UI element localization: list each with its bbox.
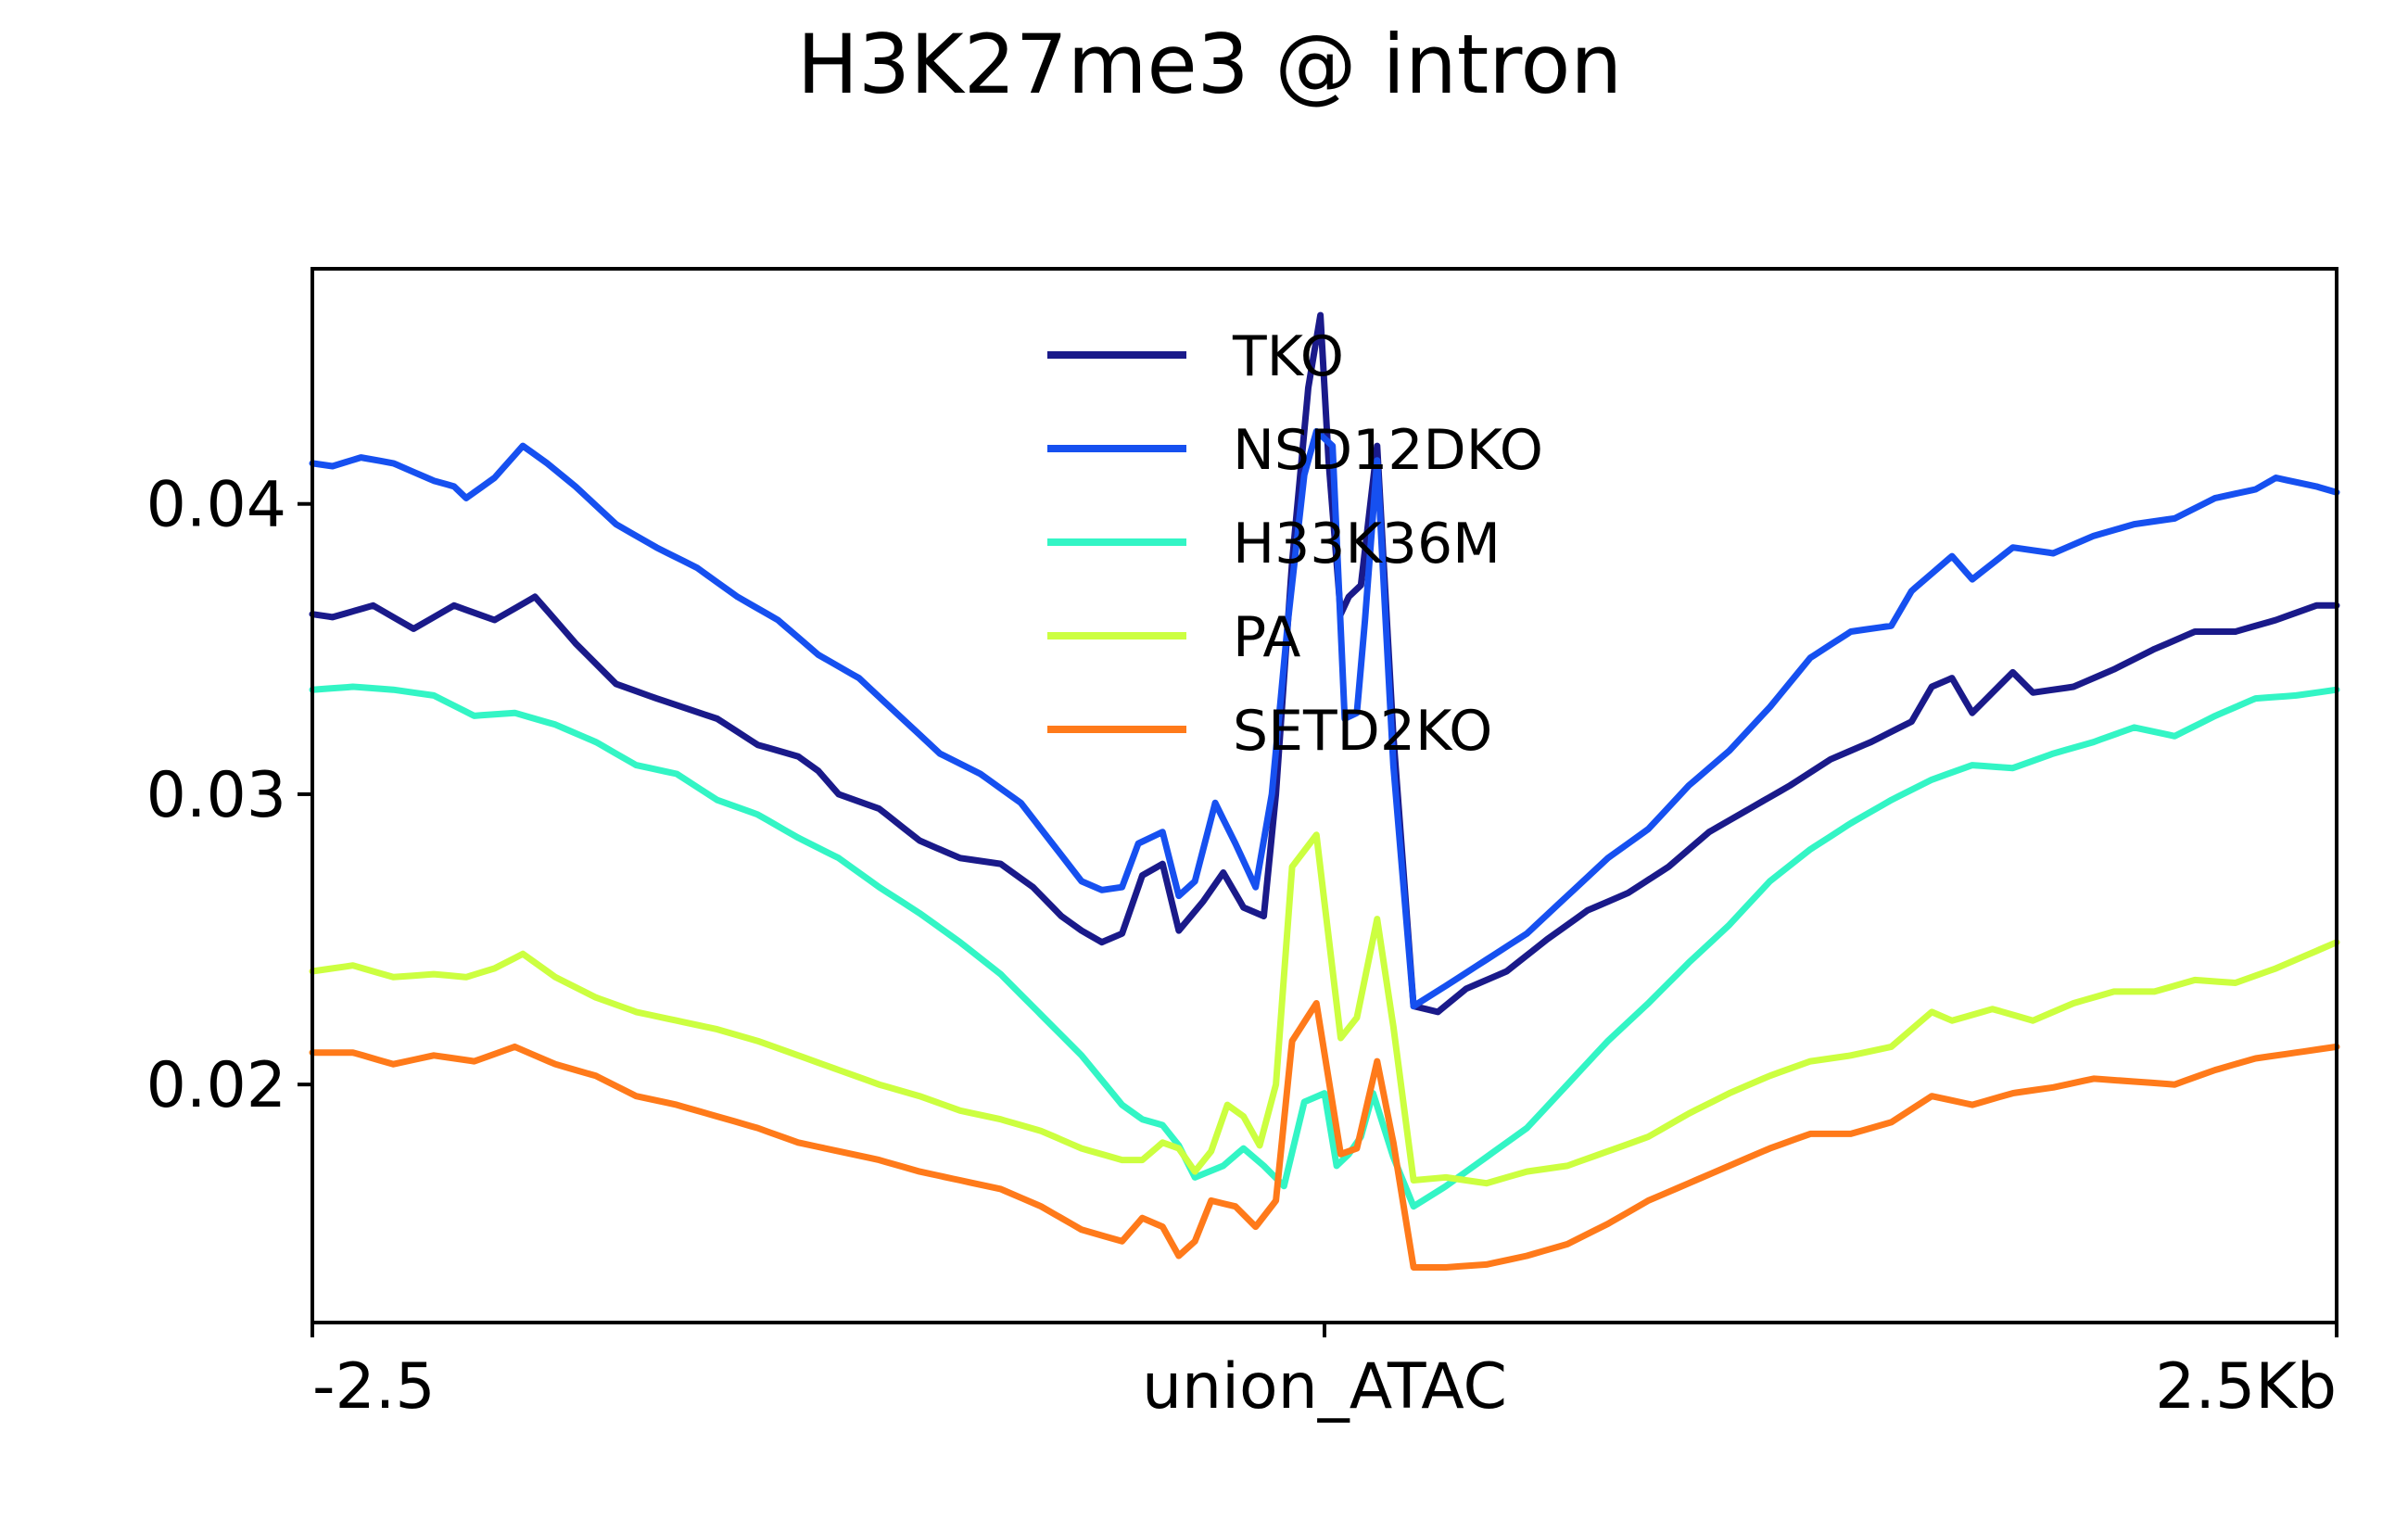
legend-label-h33k36m: H33K36M [1233,512,1501,576]
x-tick-label: union_ATAC [1142,1350,1507,1424]
chart-title: H3K27me3 @ intron [797,17,1622,112]
series-line-h33k36m [309,683,2340,1210]
legend-label-tko: TKO [1232,324,1344,389]
y-tick-label: 0.04 [146,469,286,542]
legend-label-setd2ko: SETD2KO [1233,699,1492,764]
legend-label-nsd12dko: NSD12DKO [1233,418,1543,483]
series-line-tko [309,311,2340,1016]
y-tick-label: 0.03 [146,759,286,832]
x-tick-label: 2.5Kb [2155,1350,2337,1424]
legend: TKO NSD12DKO H33K36M PA SETD2KO [1047,324,1543,764]
series-line-nsd12dko [309,427,2340,1010]
y-tick-label: 0.02 [146,1049,286,1122]
axes-layer: 0.02 0.03 0.04 -2.5 union_ATAC 2.5Kb [146,267,2338,1424]
legend-label-pa: PA [1233,605,1300,670]
series-layer [309,311,2340,1271]
x-tick-label: -2.5 [312,1350,436,1424]
series-line-setd2ko [309,1000,2340,1271]
series-line-pa [309,831,2340,1187]
